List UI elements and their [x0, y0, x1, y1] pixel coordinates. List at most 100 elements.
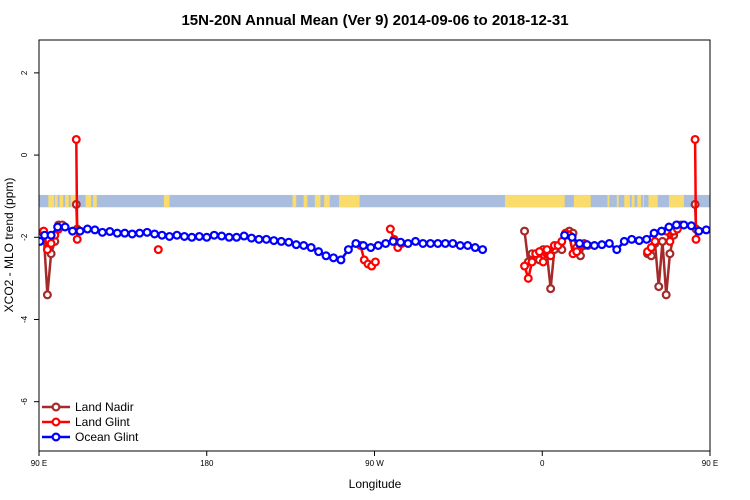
data-point: [572, 247, 582, 257]
data-point: [740, 229, 747, 236]
series-line: [693, 139, 698, 240]
land-patch: [314, 194, 321, 208]
data-point: [112, 228, 122, 238]
chart-title: 15N-20N Annual Mean (Ver 9) 2014-09-06 t…: [181, 12, 568, 29]
land-patch: [163, 194, 170, 208]
data-point: [455, 241, 465, 251]
data-point: [657, 226, 667, 236]
land-patch: [642, 194, 644, 208]
land-patch: [648, 194, 658, 208]
land-patch: [616, 194, 619, 208]
data-point: [733, 229, 740, 236]
data-point: [60, 222, 70, 232]
data-point: [396, 237, 406, 247]
land-patch: [324, 194, 330, 208]
data-point: [546, 284, 556, 294]
land-patch: [339, 194, 360, 208]
data-point: [411, 236, 421, 246]
data-point: [120, 228, 130, 238]
data-point: [358, 241, 368, 251]
data-point: [239, 231, 249, 241]
data-point: [627, 234, 637, 244]
data-point: [718, 226, 725, 233]
data-point: [649, 228, 659, 238]
data-point: [75, 226, 85, 236]
y-tick-label: -4: [20, 315, 29, 323]
legend-item: Land Nadir: [42, 400, 134, 414]
data-point: [542, 245, 552, 255]
data-point: [546, 251, 556, 261]
y-tick-label: 2: [20, 70, 29, 75]
series-land-glint: [39, 134, 701, 284]
legend-item: Land Glint: [42, 415, 130, 429]
x-axis: 90 E 180 90 W 0 90 E: [31, 451, 718, 468]
data-point: [671, 220, 681, 230]
data-point: [187, 232, 197, 242]
data-point: [604, 238, 614, 248]
data-point: [172, 230, 182, 240]
land-patch: [631, 194, 635, 208]
data-point: [619, 236, 629, 246]
data-point: [686, 221, 696, 231]
data-point: [261, 234, 271, 244]
plot-area: [39, 134, 747, 300]
data-point: [153, 245, 163, 255]
data-point: [527, 257, 537, 267]
y-tick-label: 0: [20, 152, 29, 157]
data-point: [582, 240, 592, 250]
data-point: [381, 238, 391, 248]
land-patch: [59, 194, 64, 208]
x-tick-label: 90 E: [702, 459, 718, 468]
data-point: [370, 257, 380, 267]
data-point: [179, 231, 189, 241]
data-point: [425, 238, 435, 248]
data-point: [164, 231, 174, 241]
data-point: [224, 232, 234, 242]
data-point: [246, 233, 256, 243]
data-point: [299, 241, 309, 251]
data-point: [336, 255, 346, 265]
x-tick-label: 90 W: [365, 459, 384, 468]
land-patch: [93, 194, 97, 208]
land-patch: [303, 194, 308, 208]
data-point: [679, 220, 689, 230]
legend-label: Land Glint: [75, 415, 130, 429]
land-patch: [624, 194, 630, 208]
y-axis: 2 0 -2 -4 -6: [20, 70, 39, 405]
data-point: [709, 226, 710, 232]
data-point: [42, 245, 52, 255]
data-point: [373, 241, 383, 251]
data-point: [418, 238, 428, 248]
land-patch: [85, 194, 92, 208]
data-point: [209, 230, 219, 240]
legend-marker: [51, 417, 61, 427]
data-point: [328, 253, 338, 263]
data-point: [433, 238, 443, 248]
data-point: [39, 236, 45, 246]
data-point: [202, 232, 212, 242]
data-point: [72, 234, 82, 244]
data-point: [534, 247, 544, 257]
data-point: [448, 238, 458, 248]
land-patch: [292, 194, 297, 208]
data-point: [97, 227, 107, 237]
data-point: [634, 236, 644, 246]
data-point: [646, 243, 656, 253]
data-point: [654, 282, 664, 292]
data-point: [284, 237, 294, 247]
x-axis-label: Longitude: [349, 477, 402, 491]
data-point: [665, 236, 675, 246]
data-point: [157, 230, 167, 240]
data-point: [388, 236, 398, 246]
land-patch: [607, 194, 610, 208]
legend-marker: [51, 402, 61, 412]
data-point: [217, 231, 227, 241]
data-point: [597, 240, 607, 250]
data-point: [269, 236, 279, 246]
data-point: [665, 249, 675, 259]
land-patch: [48, 194, 54, 208]
data-point: [46, 238, 56, 248]
legend-marker: [51, 432, 61, 442]
